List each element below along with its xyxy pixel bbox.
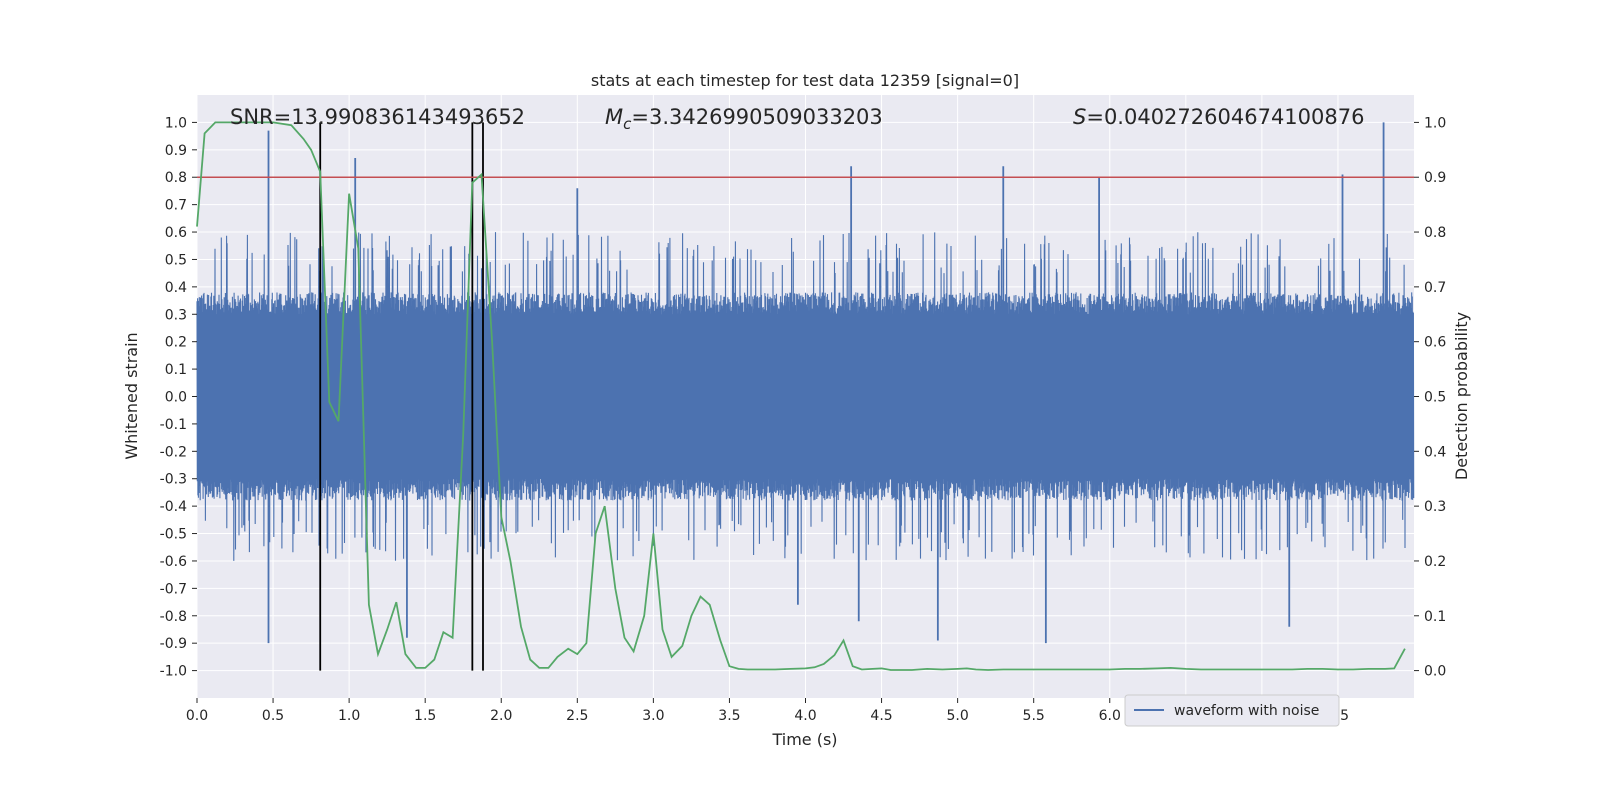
- y2-tick-label: 0.2: [1424, 554, 1446, 570]
- y2-tick-label: 0.1: [1424, 609, 1446, 625]
- y2-tick-label: 0.7: [1424, 280, 1446, 296]
- y-tick-label: -0.2: [160, 444, 187, 460]
- x-axis-label: Time (s): [771, 730, 837, 749]
- y2-axis-label: Detection probability: [1452, 312, 1471, 480]
- legend-entry: waveform with noise: [1174, 703, 1319, 719]
- x-tick-label: 0.0: [186, 708, 208, 724]
- chirp-mass-subscript: c: [623, 115, 632, 133]
- detection-probability-line: [196, 121, 1406, 671]
- y-axis-ticks: 1.0 0.9 0.8 0.7 0.6 0.5 0.4 0.3 0.2 0.1 0.0 -0.1 -0.…: [160, 115, 197, 680]
- y2-tick-label: 0.3: [1424, 499, 1446, 515]
- y-tick-label: 0.6: [165, 225, 187, 241]
- y-tick-label: 0.8: [165, 170, 187, 186]
- x-tick-label: 4.5: [870, 708, 892, 724]
- y-tick-label: 0.2: [165, 335, 187, 351]
- y-tick-label: -0.5: [160, 527, 187, 543]
- y-tick-label: 1.0: [165, 115, 187, 131]
- y2-tick-label: 0.5: [1424, 390, 1446, 406]
- snr-annotation: SNR=13.990836143493652: [230, 105, 525, 129]
- y-tick-label: 0.4: [165, 280, 187, 296]
- x-tick-label: 4.0: [794, 708, 816, 724]
- y-tick-label: -0.1: [160, 417, 187, 433]
- x-tick-label: 0.5: [262, 708, 284, 724]
- y2-tick-label: 0.9: [1424, 170, 1446, 186]
- y-tick-label: -0.7: [160, 581, 187, 597]
- y-tick-label: 0.1: [165, 362, 187, 378]
- waveform-with-noise-series: [196, 122, 1415, 644]
- y2-axis-ticks: 1.0 0.9 0.8 0.7 0.6 0.5 0.4 0.3 0.2 0.1 0.0: [1414, 115, 1446, 680]
- y-axis-label: Whitened strain: [122, 332, 141, 459]
- vertical-markers: [319, 122, 484, 671]
- x-tick-label: 1.0: [338, 708, 360, 724]
- x-tick-label: 3.5: [718, 708, 740, 724]
- chirp-mass-annotation: Mc=3.3426990509033203: [605, 105, 883, 133]
- s-value: =0.040272604674100876: [1086, 105, 1364, 129]
- x-tick-label: 2.0: [490, 708, 512, 724]
- x-tick-label: 3.0: [642, 708, 664, 724]
- y-tick-label: -0.8: [160, 609, 187, 625]
- x-tick-label: 5.0: [946, 708, 968, 724]
- y-tick-label: 0.7: [165, 198, 187, 214]
- chirp-mass-value: =3.3426990509033203: [631, 105, 882, 129]
- y-tick-label: -0.4: [160, 499, 187, 515]
- y-tick-label: 0.5: [165, 252, 187, 268]
- y-tick-label: -0.3: [160, 472, 187, 488]
- s-annotation: S=0.040272604674100876: [1073, 105, 1364, 129]
- y2-tick-label: 0.6: [1424, 335, 1446, 351]
- y2-tick-label: 0.8: [1424, 225, 1446, 241]
- y2-tick-label: 0.4: [1424, 444, 1446, 460]
- y2-tick-label: 0.0: [1424, 664, 1446, 680]
- x-tick-label: 2.5: [566, 708, 588, 724]
- x-tick-label: 5.5: [1023, 708, 1045, 724]
- y-tick-label: -0.6: [160, 554, 187, 570]
- x-tick-label: 6.0: [1099, 708, 1121, 724]
- legend: waveform with noise: [1124, 694, 1340, 727]
- chart-title: stats at each timestep for test data 123…: [591, 71, 1019, 90]
- y-tick-label: 0.3: [165, 307, 187, 323]
- x-tick-label: 1.5: [414, 708, 436, 724]
- waveform-trace: [196, 232, 1415, 561]
- y-tick-label: 0.9: [165, 143, 187, 159]
- chirp-mass-symbol: M: [605, 105, 623, 129]
- y-tick-label: 0.0: [165, 390, 187, 406]
- y-tick-label: -1.0: [160, 664, 187, 680]
- y2-tick-label: 1.0: [1424, 115, 1446, 131]
- legend-box: [1124, 694, 1340, 727]
- s-symbol: S: [1073, 105, 1086, 129]
- y-tick-label: -0.9: [160, 636, 187, 652]
